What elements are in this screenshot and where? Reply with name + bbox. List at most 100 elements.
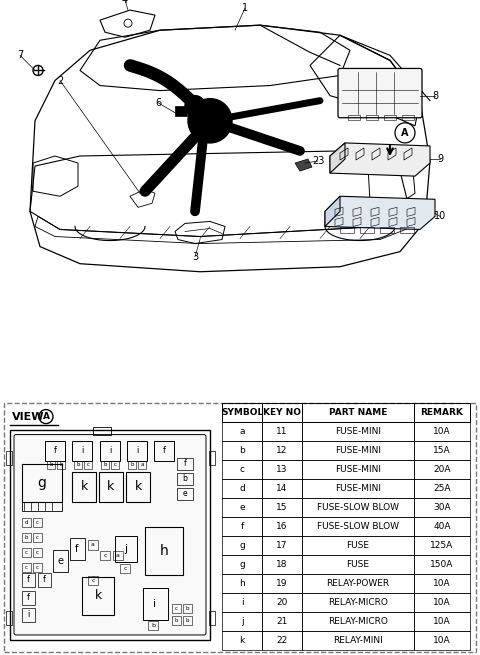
Text: 150A: 150A <box>430 560 454 569</box>
Text: e: e <box>239 503 245 512</box>
Bar <box>22 502 62 511</box>
Bar <box>302 574 414 593</box>
Text: 21: 21 <box>276 617 288 626</box>
Bar <box>302 631 414 650</box>
Bar <box>414 498 470 517</box>
Bar <box>128 460 136 469</box>
Bar <box>33 533 42 542</box>
Bar <box>302 460 414 479</box>
Circle shape <box>188 99 232 143</box>
Bar <box>302 536 414 555</box>
Bar <box>101 460 109 469</box>
Text: e: e <box>57 556 63 566</box>
Bar <box>400 227 414 233</box>
Bar <box>262 593 302 612</box>
Bar <box>262 536 302 555</box>
Text: 10: 10 <box>434 212 446 221</box>
Text: FUSE: FUSE <box>347 560 370 569</box>
Bar <box>22 517 31 527</box>
Text: 9: 9 <box>437 154 443 164</box>
Text: h: h <box>160 544 168 558</box>
Bar <box>414 517 470 536</box>
Bar <box>262 403 302 422</box>
Text: b: b <box>182 474 187 483</box>
Text: 10A: 10A <box>433 598 451 607</box>
Text: f: f <box>184 459 186 468</box>
Text: i: i <box>109 446 111 455</box>
Text: i: i <box>81 446 83 455</box>
Bar <box>302 422 414 441</box>
Bar <box>172 616 181 625</box>
Bar <box>93 426 111 435</box>
Bar <box>302 498 414 517</box>
Text: 125A: 125A <box>431 541 454 550</box>
Text: b: b <box>175 618 178 623</box>
Text: FUSE-MINI: FUSE-MINI <box>335 464 381 474</box>
Bar <box>222 593 262 612</box>
Bar <box>384 115 396 120</box>
Text: 19: 19 <box>276 579 288 588</box>
Text: c: c <box>25 550 28 555</box>
Bar <box>222 574 262 593</box>
Text: c: c <box>240 464 244 474</box>
Bar <box>302 612 414 631</box>
Bar <box>84 460 92 469</box>
Bar <box>172 604 181 613</box>
Text: 3: 3 <box>192 252 198 261</box>
Bar <box>262 498 302 517</box>
Bar <box>402 115 414 120</box>
Text: 40A: 40A <box>433 522 451 531</box>
Text: i: i <box>27 610 30 620</box>
Bar <box>414 574 470 593</box>
Text: c: c <box>123 567 127 571</box>
Text: b: b <box>130 462 134 467</box>
Text: 7: 7 <box>17 50 23 60</box>
Bar <box>414 441 470 460</box>
Text: b: b <box>25 534 28 540</box>
Text: a: a <box>239 426 245 436</box>
Bar <box>126 472 150 502</box>
Bar <box>57 460 65 469</box>
Text: 4: 4 <box>122 0 128 5</box>
Bar <box>47 460 55 469</box>
Text: FUSE-MINI: FUSE-MINI <box>335 445 381 455</box>
Bar <box>414 631 470 650</box>
Bar <box>262 555 302 574</box>
Text: 20: 20 <box>276 598 288 607</box>
Bar <box>262 517 302 536</box>
Text: 11: 11 <box>276 426 288 436</box>
Bar <box>222 441 262 460</box>
Bar <box>302 555 414 574</box>
Bar <box>72 472 96 502</box>
Bar <box>145 527 183 575</box>
Bar <box>222 479 262 498</box>
Bar <box>177 488 193 500</box>
Text: 8: 8 <box>432 90 438 101</box>
Text: 23: 23 <box>312 156 324 166</box>
Bar <box>360 227 374 233</box>
Text: h: h <box>239 579 245 588</box>
Bar <box>414 460 470 479</box>
Bar <box>120 564 130 573</box>
Bar <box>366 115 378 120</box>
Polygon shape <box>330 143 430 176</box>
Text: 12: 12 <box>276 445 288 455</box>
Bar <box>302 479 414 498</box>
Bar <box>22 548 31 557</box>
Bar <box>302 593 414 612</box>
Bar <box>33 563 42 572</box>
Text: KEY NO: KEY NO <box>263 407 301 417</box>
Text: 18: 18 <box>276 560 288 569</box>
Text: 5: 5 <box>172 86 178 96</box>
Text: A: A <box>401 128 409 138</box>
Text: j: j <box>124 544 128 554</box>
Text: 16: 16 <box>276 522 288 531</box>
Bar <box>45 441 65 460</box>
Bar <box>414 479 470 498</box>
Circle shape <box>185 96 205 116</box>
Bar <box>177 473 193 485</box>
Bar <box>127 441 147 460</box>
Text: c: c <box>36 550 39 555</box>
Polygon shape <box>330 143 345 173</box>
Text: RELAY-MICRO: RELAY-MICRO <box>328 617 388 626</box>
